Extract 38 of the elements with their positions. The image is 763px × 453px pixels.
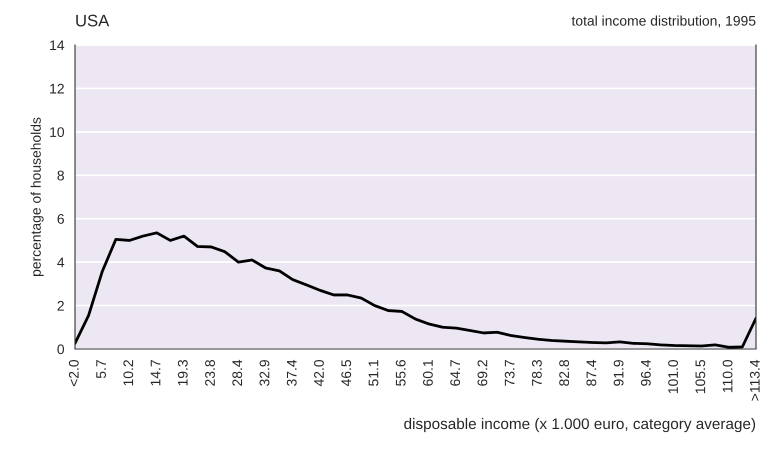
x-tick-label: 78.3 — [532, 360, 542, 386]
y-tick-label: 4 — [57, 258, 64, 268]
y-tick-label: 2 — [58, 300, 64, 311]
x-tick-label: 19.3 — [178, 360, 188, 386]
x-tick-label: 28.4 — [232, 360, 242, 386]
y-tick-label: 6 — [58, 214, 64, 224]
chart-subtitle: total income distribution, 1995 — [572, 16, 756, 28]
x-tick-label: 110.0 — [722, 360, 732, 392]
x-tick-label: 37.4 — [286, 360, 297, 386]
x-tick-label: 91.9 — [614, 360, 624, 386]
x-tick-label: >113.4 — [750, 360, 760, 401]
y-tick-label: 12 — [50, 84, 64, 94]
x-tick-label: 60.1 — [423, 360, 433, 386]
y-tick-label: 10 — [50, 127, 64, 138]
x-tick-label: 5.7 — [96, 360, 106, 378]
x-tick-label: 23.8 — [205, 360, 215, 386]
x-axis-title: disposable income (x 1.000 euro, category average) — [404, 418, 756, 432]
x-tick-label: 105.5 — [695, 360, 706, 394]
x-tick-label: 51.1 — [368, 360, 378, 386]
y-tick-label: 14 — [50, 40, 64, 50]
x-tick-label: 87.4 — [586, 360, 596, 386]
y-tick-label: 0 — [57, 344, 64, 354]
x-tick-label: 42.0 — [314, 360, 324, 386]
x-tick-label: 55.6 — [396, 360, 406, 386]
x-tick-label: 64.7 — [450, 360, 460, 386]
x-tick-label: <2.0 — [68, 360, 79, 386]
x-tick-label: 46.5 — [341, 360, 352, 386]
x-tick-label: 82.8 — [559, 360, 570, 386]
x-tick-label: 96.4 — [640, 360, 651, 386]
y-axis-title: percentage of households — [30, 118, 44, 276]
chart-title: USA — [76, 14, 110, 26]
x-tick-label: 69.2 — [477, 360, 488, 386]
x-tick-label: 10.2 — [123, 360, 134, 386]
y-tick-label: 8 — [57, 170, 64, 180]
x-tick-label: 101.0 — [668, 360, 678, 394]
x-tick-label: 14.7 — [150, 360, 160, 386]
x-tick-label: 73.7 — [504, 360, 515, 386]
x-tick-label: 32.9 — [260, 360, 270, 386]
